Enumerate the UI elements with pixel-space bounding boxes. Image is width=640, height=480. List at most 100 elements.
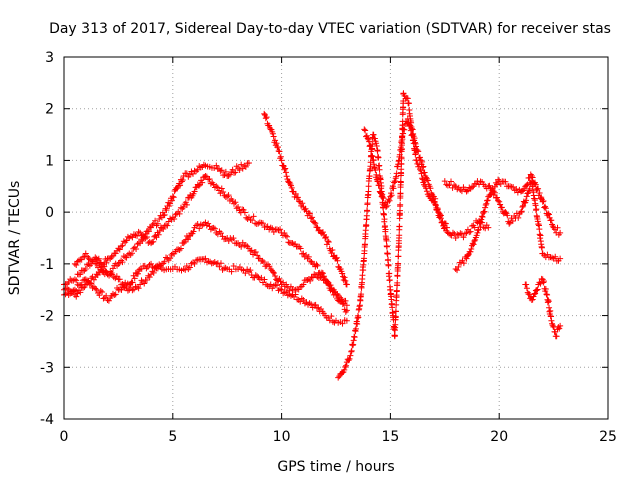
data-point	[77, 282, 84, 289]
data-point	[186, 171, 193, 178]
data-point	[134, 240, 141, 247]
data-point	[169, 193, 176, 200]
data-point	[348, 347, 355, 354]
data-point	[314, 262, 321, 269]
data-point	[407, 122, 414, 129]
data-point	[247, 267, 254, 274]
data-point	[199, 179, 206, 186]
data-point	[469, 222, 475, 229]
data-point	[482, 202, 489, 209]
data-point	[193, 168, 200, 175]
data-point	[185, 266, 192, 273]
data-point	[463, 188, 470, 195]
data-point	[140, 234, 147, 241]
data-point	[152, 264, 159, 271]
data-point	[272, 137, 279, 144]
data-point	[384, 251, 391, 258]
data-point	[73, 277, 80, 284]
data-point	[392, 308, 399, 315]
data-point	[164, 222, 171, 229]
data-point	[400, 90, 407, 97]
data-point	[82, 250, 89, 257]
data-point	[471, 224, 478, 231]
data-point	[194, 166, 201, 173]
data-point	[99, 288, 106, 295]
data-point	[532, 181, 539, 188]
data-point	[502, 209, 509, 216]
data-point	[510, 184, 517, 191]
data-point	[300, 250, 307, 257]
data-point	[148, 271, 155, 278]
data-point	[319, 229, 326, 236]
y-axis-label: SDTVAR / TECUs	[7, 181, 23, 296]
data-point	[524, 181, 531, 188]
data-point	[97, 287, 104, 294]
x-axis: 0 5 10 15 20 25	[60, 57, 617, 445]
y-tick-label: 1	[45, 153, 54, 169]
data-point	[183, 170, 190, 177]
data-point	[252, 248, 259, 255]
data-point	[264, 223, 271, 230]
data-point	[171, 215, 178, 222]
data-point	[521, 199, 528, 206]
data-point	[228, 268, 235, 275]
data-point	[395, 240, 402, 247]
data-point	[261, 276, 268, 283]
data-point	[84, 261, 91, 268]
data-point	[275, 287, 282, 294]
data-point	[245, 160, 252, 167]
x-tick-label: 20	[490, 429, 508, 445]
data-point	[381, 211, 387, 218]
data-point	[475, 226, 482, 233]
data-point	[80, 253, 87, 260]
data-point	[266, 263, 273, 270]
data-point	[548, 317, 555, 324]
y-axis: -4 -3 -2 -1 0 1 2 3	[40, 50, 608, 428]
data-point	[343, 302, 350, 309]
data-point	[154, 220, 161, 227]
data-point	[103, 259, 110, 266]
data-point	[346, 355, 353, 362]
data-point	[421, 178, 428, 185]
data-point	[281, 230, 288, 237]
data-point	[232, 199, 239, 206]
data-point	[297, 298, 304, 305]
data-point	[109, 265, 116, 272]
data-point	[338, 296, 345, 303]
data-point	[523, 182, 530, 189]
data-point	[405, 100, 412, 107]
data-point	[146, 274, 153, 281]
data-point	[218, 185, 225, 192]
data-point	[242, 163, 249, 170]
data-point	[282, 232, 289, 239]
data-point	[283, 281, 290, 288]
data-point	[355, 314, 362, 321]
data-point	[424, 177, 431, 184]
data-point	[379, 193, 386, 200]
data-point	[417, 167, 424, 174]
data-point	[131, 244, 138, 251]
data-point	[312, 220, 319, 227]
data-point	[138, 265, 145, 272]
data-point	[74, 290, 81, 297]
data-point	[323, 234, 330, 241]
data-point	[452, 235, 459, 241]
data-point	[195, 182, 202, 189]
data-point	[118, 243, 125, 250]
data-point	[107, 268, 114, 275]
data-point	[220, 188, 227, 195]
data-point	[533, 287, 540, 294]
data-point	[483, 200, 490, 207]
data-point	[454, 267, 461, 274]
data-point	[383, 203, 390, 210]
data-point	[269, 268, 276, 275]
data-point	[150, 238, 157, 245]
data-point	[423, 185, 430, 192]
y-tick-label: 2	[45, 102, 54, 118]
data-point	[328, 313, 335, 320]
data-point	[259, 257, 266, 264]
data-point	[478, 213, 485, 220]
data-point	[484, 197, 491, 204]
data-point	[504, 212, 511, 219]
data-point	[307, 257, 314, 264]
